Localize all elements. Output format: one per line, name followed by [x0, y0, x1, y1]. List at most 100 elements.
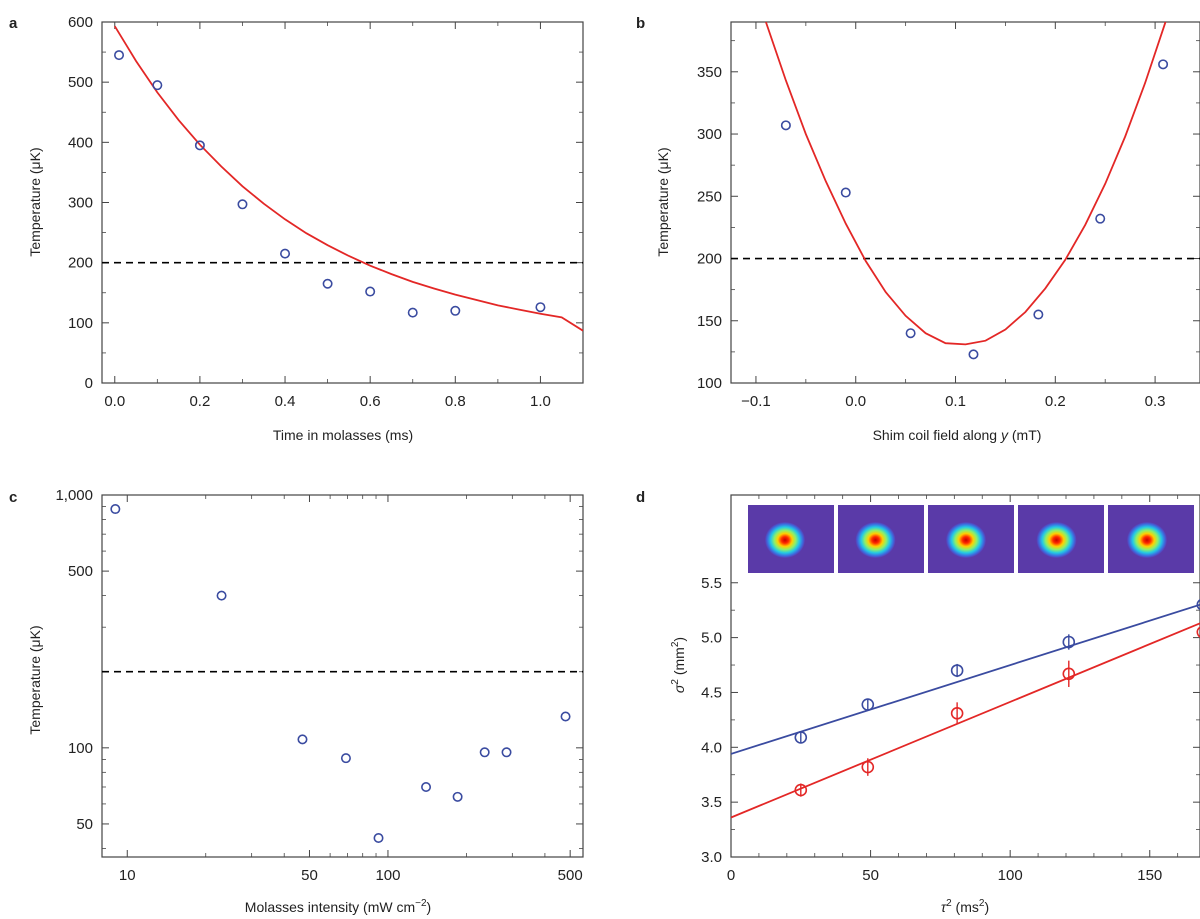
panel-d-x-tick-label: 100	[998, 867, 1023, 884]
panel-a-data-point	[114, 50, 125, 61]
panel-d-y-tick-label: 3.5	[701, 794, 722, 811]
panel-b-fit-curve	[765, 22, 1167, 346]
panel-a-y-tick-label: 400	[68, 134, 93, 151]
panel-b-y-tick-label: 200	[697, 251, 722, 268]
panel-b-data-point	[968, 349, 979, 360]
panel-d-data-point	[950, 664, 964, 677]
panel-d-y-tick-label: 4.5	[701, 684, 722, 701]
panel-a-y-axis-label: Temperature (μK)	[27, 147, 43, 256]
panel-a-y-tick-label: 100	[68, 315, 93, 332]
panel-d-x-axis-label: τ2 (ms2)	[941, 898, 989, 915]
panel-a-data-point	[450, 305, 461, 316]
panel-c-x-tick-label: 500	[558, 867, 583, 884]
panel-b-y-tick-label: 350	[697, 64, 722, 81]
panel-a-data-point	[365, 286, 376, 297]
panel-c-y-axis-label: Temperature (μK)	[27, 625, 43, 734]
panel-a-frame	[101, 21, 584, 384]
panel-d-y-tick-label: 3.0	[701, 849, 722, 866]
panel-c-data-point	[501, 747, 512, 758]
panel-b-data-point	[1095, 213, 1106, 224]
panel-b-x-tick-label: 0.1	[945, 393, 966, 410]
panel-a-y-tick-label: 600	[68, 14, 93, 31]
panel-d-fit-line-2	[731, 622, 1200, 819]
atom-cloud-image	[855, 522, 896, 558]
panel-c-y-tick-label: 1,000	[55, 487, 93, 504]
panel-b-y-tick-label: 250	[697, 188, 722, 205]
panel-d-inset-images	[748, 505, 1194, 573]
panel-c-data-point	[216, 590, 227, 601]
panel-label-c: c	[9, 489, 17, 506]
panel-label-d: d	[636, 489, 645, 506]
panel-d-data-point	[950, 706, 964, 720]
panel-a-x-tick-label: 0.4	[275, 393, 296, 410]
panel-b-y-tick-label: 100	[697, 375, 722, 392]
panel-c-frame	[101, 494, 584, 858]
panel-c-data-point	[479, 747, 490, 758]
panel-b-data-point	[780, 120, 791, 131]
panel-b-data-point	[1158, 59, 1169, 70]
panel-d-data-point	[794, 783, 808, 797]
panel-a-y-tick-label: 200	[68, 255, 93, 272]
panel-a-x-tick-label: 0.2	[189, 393, 210, 410]
panel-d-y-tick-label: 4.0	[701, 739, 722, 756]
panel-a-data-point	[280, 248, 291, 259]
panel-c-y-tick-label: 50	[76, 816, 93, 833]
panel-b-y-tick-label: 150	[697, 313, 722, 330]
panel-b-data-point	[840, 187, 851, 198]
panel-d-x-tick-label: 150	[1137, 867, 1162, 884]
panel-d-x-tick-label: 50	[862, 867, 879, 884]
panel-d-data-point	[861, 698, 875, 711]
panel-d-y-axis-label: σ2 (mm2)	[670, 637, 687, 693]
panel-a-x-tick-label: 0.0	[104, 393, 125, 410]
panel-c-x-tick-label: 100	[375, 867, 400, 884]
panel-b-axes: −0.1 0.0 0.1 0.2 0.3 100 150 200 250 300 350	[697, 21, 1200, 410]
panel-c-data-point	[560, 711, 571, 722]
panel-a-x-tick-label: 0.8	[445, 393, 466, 410]
panel-c-data-point	[297, 734, 308, 745]
panel-a-y-tick-label: 0	[85, 375, 93, 392]
panel-b-x-axis-label: Shim coil field along y (mT)	[873, 427, 1042, 443]
panel-b-x-tick-label: 0.2	[1045, 393, 1066, 410]
panel-d-data-point	[1062, 635, 1076, 649]
panel-a-axes: 0.0 0.2 0.4 0.6 0.8 1.0 0 100 200 300 400 500 600	[68, 14, 584, 410]
panel-a-y-tick-label: 500	[68, 74, 93, 91]
panel-label-a: a	[9, 15, 18, 32]
panel-a-data-point	[407, 307, 418, 318]
panel-d-y-tick-label: 5.5	[701, 575, 722, 592]
panel-d-data-point	[1196, 626, 1200, 638]
panel-c-y-tick-label: 100	[68, 740, 93, 757]
atom-cloud-image	[946, 522, 986, 558]
panel-c-y-tick-label: 500	[68, 563, 93, 580]
panel-c-data-point	[452, 791, 463, 802]
panel-c-x-tick-label: 50	[301, 867, 318, 884]
plots-layer: 0.0 0.2 0.4 0.6 0.8 1.00100200300400500600−0.…	[55, 14, 1200, 884]
panel-d-data-point	[861, 760, 875, 774]
panel-b-frame	[730, 21, 1200, 384]
panel-b-data-point	[1033, 309, 1044, 320]
panel-d-data-point	[794, 731, 808, 744]
panel-c-data-point	[110, 504, 121, 515]
panel-d-data-point	[1196, 599, 1200, 611]
panel-b-x-tick-label: 0.3	[1145, 393, 1166, 410]
atom-cloud-image	[765, 522, 805, 558]
panel-d-data-point	[1062, 667, 1076, 681]
panel-d-frame	[730, 494, 1200, 858]
panel-a-data-point	[322, 278, 333, 289]
panel-a-data-point	[535, 302, 546, 313]
panel-c-x-axis-label: Molasses intensity (mW cm−2)	[245, 898, 431, 915]
panel-c-data-point	[421, 781, 432, 792]
panel-d-y-tick-label: 5.0	[701, 630, 722, 647]
panel-b-x-tick-label: 0.0	[845, 393, 866, 410]
panel-b-y-tick-label: 300	[697, 126, 722, 143]
panel-c-axes: 10 50 100 500 50 100 500 1,000	[55, 487, 584, 884]
panel-a-y-tick-label: 300	[68, 195, 93, 212]
panel-b-x-tick-label: −0.1	[741, 393, 771, 410]
atom-cloud-image	[1127, 522, 1167, 558]
panel-a-data-point	[152, 80, 163, 91]
panel-c-data-point	[340, 753, 351, 764]
panel-b-y-axis-label: Temperature (μK)	[655, 147, 671, 256]
panel-c-data-point	[373, 832, 384, 843]
panel-a-data-point	[237, 199, 248, 210]
panel-d-fit-line-1	[731, 603, 1200, 755]
